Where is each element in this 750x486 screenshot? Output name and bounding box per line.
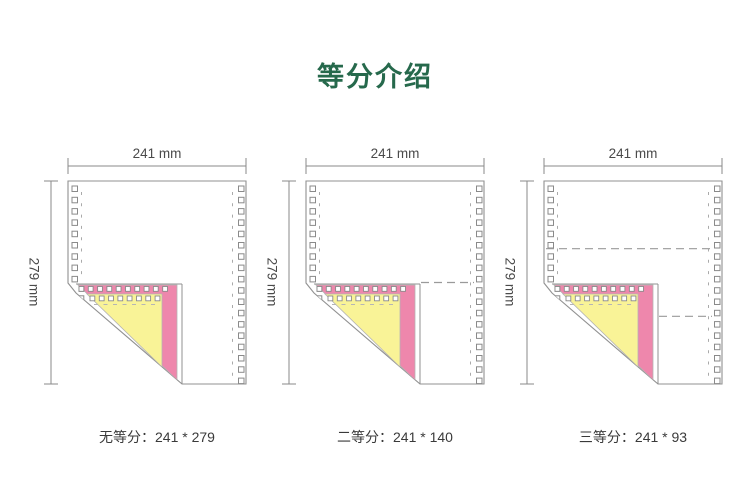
fold-white-edges <box>76 283 183 384</box>
height-dimension-label: 279 mm <box>264 258 279 307</box>
paper-diagram: 241 mm 279 mm <box>26 146 247 385</box>
panel-caption: 无等分：241 * 279 <box>99 429 215 445</box>
pink-hole-row <box>316 286 406 292</box>
tractor-holes-left <box>309 185 320 283</box>
fold-layers <box>315 284 416 381</box>
width-dimension-label: 241 mm <box>133 146 182 161</box>
fold-yellow-sheet <box>562 293 639 368</box>
width-dimension-label: 241 mm <box>371 146 420 161</box>
panel-two-equal-parts: 241 mm 279 mm <box>258 141 494 447</box>
panels-row: 241 mm 279 mm <box>0 141 750 447</box>
height-dimension: 279 mm <box>264 180 296 385</box>
tractor-holes-right <box>232 185 245 385</box>
height-dimension-label: 279 mm <box>502 258 517 307</box>
fold-white-edges <box>552 283 659 384</box>
panel-caption: 三等分：241 * 93 <box>578 429 688 445</box>
fold-white-edges <box>314 283 421 384</box>
panel-three-equal-parts: 241 mm 279 mm <box>496 141 732 447</box>
width-dimension: 241 mm <box>305 146 485 174</box>
tractor-holes-right <box>708 185 721 385</box>
pink-hole-row <box>554 286 644 292</box>
yellow-hole-row <box>89 295 161 302</box>
tractor-holes-left <box>71 185 82 283</box>
tractor-holes-right <box>470 185 483 385</box>
paper-diagram: 241 mm 279 mm <box>264 146 485 385</box>
fold-layers <box>553 284 654 381</box>
width-dimension-label: 241 mm <box>609 146 658 161</box>
yellow-hole-row <box>327 295 399 302</box>
width-dimension: 241 mm <box>67 146 247 174</box>
height-dimension-label: 279 mm <box>26 258 41 307</box>
page-title: 等分介绍 <box>317 62 433 92</box>
fold-yellow-sheet <box>86 293 163 368</box>
panel-caption: 二等分：241 * 140 <box>337 429 453 445</box>
height-dimension: 279 mm <box>502 180 534 385</box>
height-dimension: 279 mm <box>26 180 58 385</box>
fold-yellow-sheet <box>324 293 401 368</box>
width-dimension: 241 mm <box>543 146 723 174</box>
pink-hole-row <box>78 286 168 292</box>
paper-diagram: 241 mm 279 mm <box>502 146 723 385</box>
tractor-holes-left <box>547 185 558 283</box>
yellow-hole-row <box>565 295 637 302</box>
panel-no-division: 241 mm 279 mm <box>20 141 256 447</box>
